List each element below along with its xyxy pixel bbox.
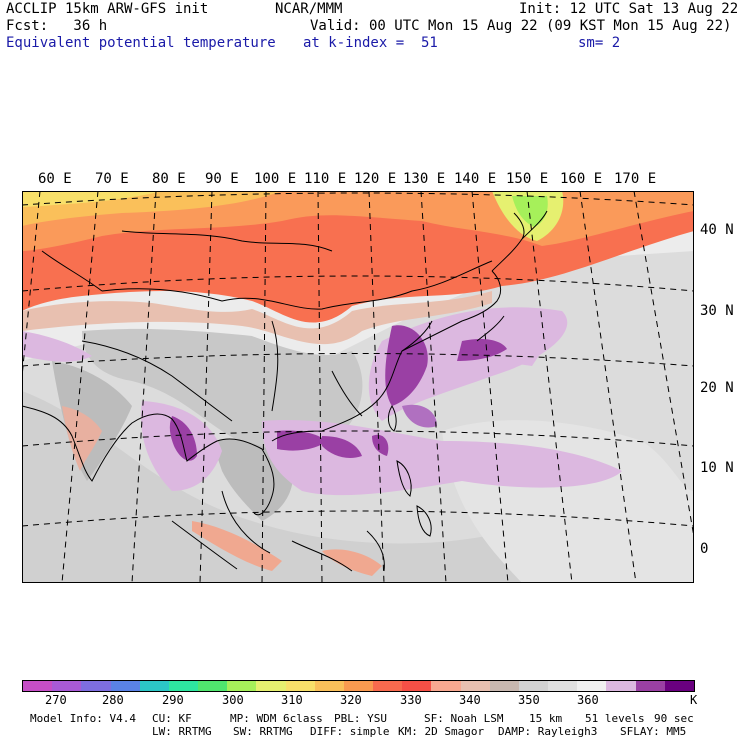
colorbar-swatch [343, 681, 374, 691]
init-time: Init: 12 UTC Sat 13 Aug 22 [519, 1, 739, 17]
colorbar-tick: 330 [400, 693, 422, 707]
lon-label: 150 E [506, 171, 549, 187]
lon-label: 130 E [403, 171, 446, 187]
colorbar [22, 680, 695, 692]
footer-diff: DIFF: simple [310, 725, 390, 738]
footer-sflay: SFLAY: MM5 [620, 725, 687, 738]
colorbar-tick: 340 [459, 693, 481, 707]
colorbar-swatch [489, 681, 519, 691]
colorbar-tick: 320 [340, 693, 362, 707]
colorbar-swatch [373, 681, 403, 691]
lon-label: 70 E [95, 171, 129, 187]
footer-damp: DAMP: Rayleigh3 [498, 725, 598, 738]
forecast-hour: Fcst: 36 h [6, 18, 108, 34]
lat-label: 20 N [700, 380, 734, 396]
colorbar-tick: 360 [577, 693, 599, 707]
colorbar-unit: K [690, 693, 698, 707]
lon-label: 100 E [254, 171, 297, 187]
colorbar-swatch [402, 681, 432, 691]
level-index: at k-index = 51 [303, 35, 438, 51]
colorbar-tick: 350 [518, 693, 540, 707]
colorbar-swatch [577, 681, 607, 691]
colorbar-swatch [285, 681, 315, 691]
lon-label: 160 E [560, 171, 603, 187]
footer-pbl: PBL: YSU [334, 712, 387, 725]
colorbar-swatch [256, 681, 286, 691]
lon-label: 60 E [38, 171, 72, 187]
smoothing-label: sm= 2 [578, 35, 621, 51]
footer-levels: 51 levels [585, 712, 645, 725]
field-name: Equivalent potential temperature [6, 35, 276, 51]
footer-cu: CU: KF [152, 712, 192, 725]
footer-model-info: Model Info: V4.4 [30, 712, 136, 725]
institution-label: NCAR/MMM [275, 1, 343, 17]
colorbar-swatch [635, 681, 665, 691]
colorbar-swatch [314, 681, 344, 691]
colorbar-swatch [227, 681, 257, 691]
colorbar-swatch [664, 681, 694, 691]
lon-label: 170 E [614, 171, 657, 187]
lon-label: 140 E [454, 171, 497, 187]
lon-label: 80 E [152, 171, 186, 187]
lon-label: 90 E [205, 171, 239, 187]
footer-mp: MP: WDM 6class [230, 712, 323, 725]
footer-resolution: 15 km [529, 712, 563, 725]
colorbar-tick: 290 [162, 693, 184, 707]
footer-km: KM: 2D Smagor [398, 725, 485, 738]
lon-label: 110 E [304, 171, 347, 187]
colorbar-tick: 310 [281, 693, 303, 707]
colorbar-swatch [460, 681, 490, 691]
colorbar-swatch [139, 681, 169, 691]
colorbar-swatch [198, 681, 228, 691]
colorbar-swatch [23, 681, 53, 691]
colorbar-swatch [606, 681, 636, 691]
colorbar-swatch [168, 681, 199, 691]
lat-label: 0 [700, 541, 709, 557]
theta-e-map [22, 191, 694, 583]
lat-label: 10 N [700, 460, 734, 476]
valid-time: Valid: 00 UTC Mon 15 Aug 22 (09 KST Mon … [310, 18, 732, 34]
lat-label: 30 N [700, 303, 734, 319]
lat-label: 40 N [700, 222, 734, 238]
lon-label: 120 E [354, 171, 397, 187]
colorbar-swatch [518, 681, 549, 691]
footer-timestep: 90 sec [654, 712, 694, 725]
colorbar-swatch [81, 681, 111, 691]
colorbar-swatch [52, 681, 82, 691]
footer-sf: SF: Noah LSM [424, 712, 504, 725]
colorbar-tick: 300 [222, 693, 244, 707]
colorbar-swatch [431, 681, 461, 691]
footer-sw: SW: RRTMG [233, 725, 293, 738]
model-title: ACCLIP 15km ARW-GFS init [6, 1, 209, 17]
colorbar-tick: 270 [45, 693, 67, 707]
footer-lw: LW: RRTMG [152, 725, 212, 738]
colorbar-tick: 280 [102, 693, 124, 707]
colorbar-swatch [110, 681, 140, 691]
colorbar-swatch [548, 681, 578, 691]
